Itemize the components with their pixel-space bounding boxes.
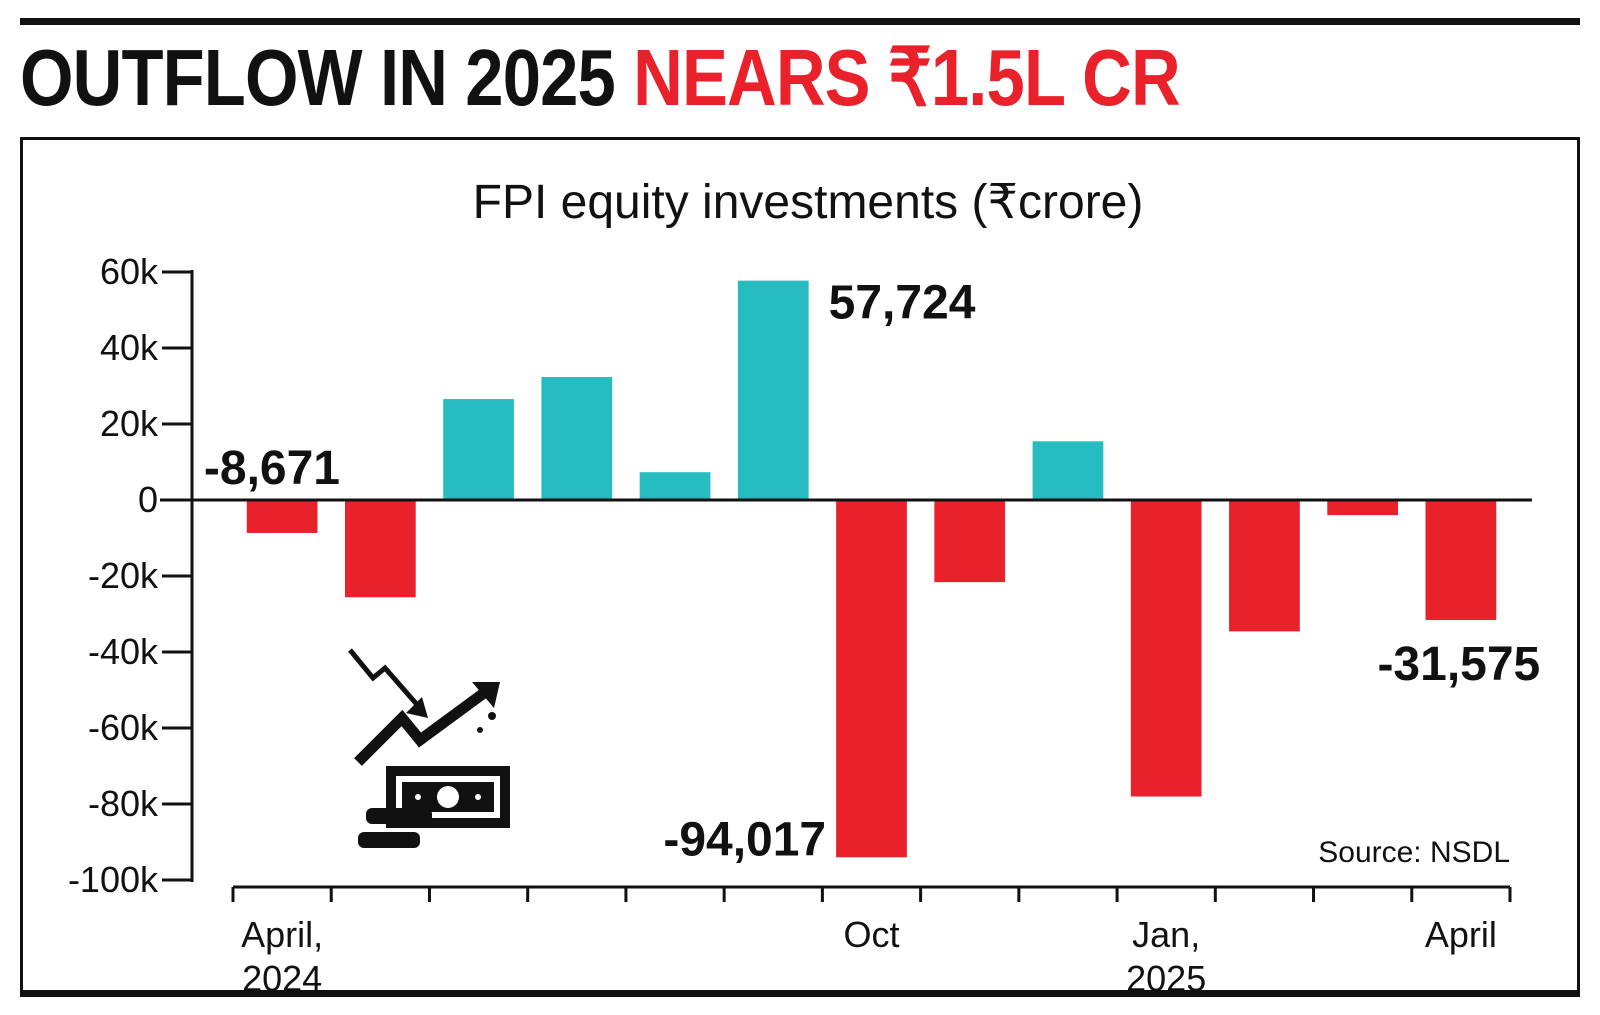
y-tick-label: -100k bbox=[68, 859, 159, 900]
bar-sep bbox=[737, 280, 809, 500]
bar-april bbox=[1425, 500, 1497, 620]
bar-jan-2025 bbox=[1130, 500, 1202, 797]
y-tick-label: -20k bbox=[88, 555, 159, 596]
data-label: 57,724 bbox=[829, 277, 976, 330]
x-tick-label: April, 2024 bbox=[241, 914, 323, 999]
y-tick-label: 20k bbox=[100, 403, 159, 444]
bar-jul bbox=[541, 377, 613, 500]
y-axis: 60k 40k 20k 0 -20k -40k -60k -80k -100k bbox=[68, 251, 194, 900]
bars bbox=[246, 280, 1497, 858]
bar-april-2024 bbox=[246, 500, 318, 533]
bar-dec bbox=[1032, 441, 1104, 500]
chart-frame bbox=[20, 137, 1580, 997]
source-note: Source: NSDL bbox=[1318, 836, 1510, 869]
x-tick-label: April bbox=[1425, 914, 1497, 955]
y-tick-label: -40k bbox=[88, 631, 159, 672]
data-label: -31,575 bbox=[1377, 638, 1540, 691]
x-tick-label: Oct bbox=[843, 914, 899, 955]
top-rule bbox=[20, 18, 1580, 25]
money-decline-icon bbox=[348, 648, 510, 848]
chart-title: FPI equity investments (₹crore) bbox=[473, 176, 1144, 229]
x-axis: April, 2024 Oct Jan, 2025 April bbox=[231, 885, 1512, 999]
data-label: -8,671 bbox=[204, 442, 340, 495]
bar-jun bbox=[443, 399, 514, 500]
y-tick-label: -60k bbox=[88, 707, 159, 748]
y-tick-label: 0 bbox=[138, 479, 158, 520]
bar-aug bbox=[639, 472, 711, 500]
y-tick-label: 60k bbox=[100, 251, 159, 292]
headline-black-part: OUTFLOW IN 2025 bbox=[20, 33, 616, 122]
bar-feb bbox=[1229, 500, 1300, 632]
bar-nov bbox=[934, 500, 1006, 583]
headline-red-part: NEARS ₹1.5L CR bbox=[633, 33, 1180, 122]
y-tick-label: -80k bbox=[88, 783, 159, 824]
data-label: -94,017 bbox=[663, 813, 826, 866]
headline: OUTFLOW IN 2025 NEARS ₹1.5L CR bbox=[20, 38, 1181, 118]
x-tick-label: Jan, 2025 bbox=[1126, 914, 1206, 999]
bar-mar bbox=[1327, 500, 1399, 516]
bar-may bbox=[344, 500, 416, 598]
y-tick-label: 40k bbox=[100, 327, 159, 368]
bar-oct bbox=[836, 500, 907, 858]
data-labels: -8,671 57,724 -94,017 -31,575 bbox=[204, 277, 1540, 867]
